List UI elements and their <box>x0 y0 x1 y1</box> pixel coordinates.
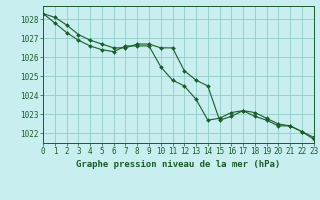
X-axis label: Graphe pression niveau de la mer (hPa): Graphe pression niveau de la mer (hPa) <box>76 160 281 169</box>
